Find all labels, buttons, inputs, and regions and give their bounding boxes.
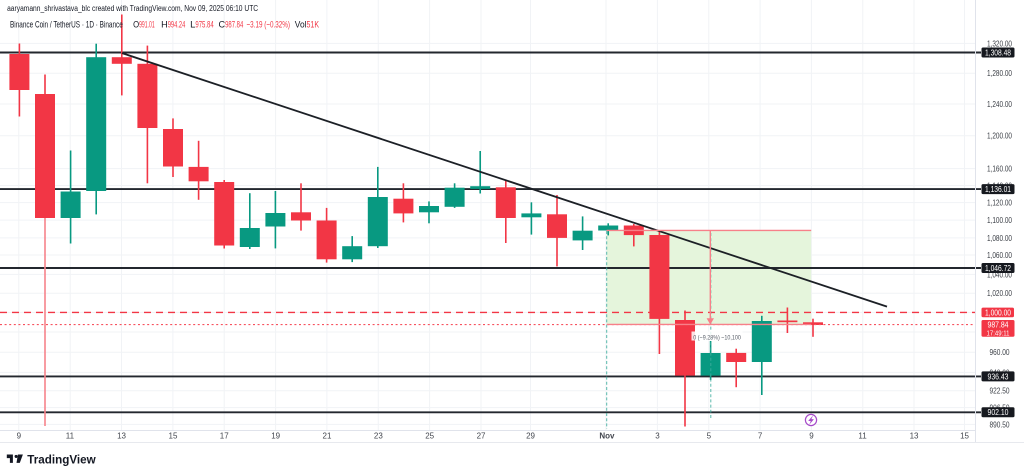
svg-text:1,000.00: 1,000.00: [985, 308, 1011, 317]
svg-text:Nov: Nov: [599, 431, 615, 440]
svg-text:O991.01: O991.01: [133, 19, 155, 30]
svg-text:Binance Coin / TetherUS · 1D ·: Binance Coin / TetherUS · 1D · Binance: [10, 19, 123, 30]
svg-text:1,100.00: 1,100.00: [987, 216, 1012, 225]
svg-text:C987.84: C987.84: [219, 19, 244, 30]
svg-text:0 (−9.28%) −10,100: 0 (−9.28%) −10,100: [693, 334, 741, 341]
svg-text:17: 17: [220, 431, 229, 440]
svg-text:1,046.72: 1,046.72: [985, 264, 1011, 273]
svg-text:29: 29: [526, 431, 535, 440]
svg-text:1,136.01: 1,136.01: [985, 185, 1011, 194]
svg-text:7: 7: [758, 431, 763, 440]
svg-text:1,040.00: 1,040.00: [987, 270, 1012, 279]
svg-text:1,080.00: 1,080.00: [987, 234, 1012, 243]
svg-text:9: 9: [809, 431, 814, 440]
svg-text:987.84: 987.84: [988, 320, 1009, 329]
svg-text:1,280.00: 1,280.00: [987, 69, 1012, 78]
svg-text:1,308.48: 1,308.48: [985, 48, 1011, 57]
svg-text:19: 19: [271, 431, 280, 440]
svg-text:15: 15: [169, 431, 178, 440]
svg-text:−3.19 (−0.32%): −3.19 (−0.32%): [247, 19, 291, 30]
svg-text:11: 11: [858, 431, 867, 440]
svg-text:Vol51K: Vol51K: [295, 19, 320, 30]
svg-text:27: 27: [477, 431, 486, 440]
svg-text:21: 21: [323, 431, 332, 440]
svg-text:13: 13: [117, 431, 126, 440]
svg-text:1,060.00: 1,060.00: [987, 251, 1012, 260]
svg-text:aaryamann_shrivastava_blc crea: aaryamann_shrivastava_blc created with T…: [7, 4, 258, 13]
svg-text:25: 25: [425, 431, 434, 440]
svg-text:9: 9: [17, 431, 22, 440]
svg-text:922.50: 922.50: [990, 387, 1010, 396]
svg-text:L975.84: L975.84: [190, 19, 214, 30]
svg-text:TradingView: TradingView: [27, 452, 96, 466]
svg-text:5: 5: [707, 431, 712, 440]
svg-text:H994.24: H994.24: [161, 19, 185, 30]
svg-text:11: 11: [66, 431, 75, 440]
svg-text:3: 3: [655, 431, 660, 440]
svg-text:890.50: 890.50: [990, 420, 1010, 429]
svg-text:1,200.00: 1,200.00: [987, 132, 1012, 141]
svg-text:1,120.00: 1,120.00: [987, 199, 1012, 208]
svg-text:960.00: 960.00: [990, 348, 1010, 357]
svg-text:902.10: 902.10: [988, 408, 1009, 417]
svg-text:936.43: 936.43: [988, 372, 1009, 381]
svg-text:1,160.00: 1,160.00: [987, 165, 1012, 174]
svg-text:13: 13: [910, 431, 919, 440]
svg-text:17:49:11: 17:49:11: [987, 328, 1010, 337]
svg-text:1,020.00: 1,020.00: [987, 289, 1012, 298]
svg-text:1,320.00: 1,320.00: [987, 39, 1012, 48]
svg-text:23: 23: [374, 431, 383, 440]
svg-text:15: 15: [960, 431, 969, 440]
svg-text:1,240.00: 1,240.00: [987, 100, 1012, 109]
